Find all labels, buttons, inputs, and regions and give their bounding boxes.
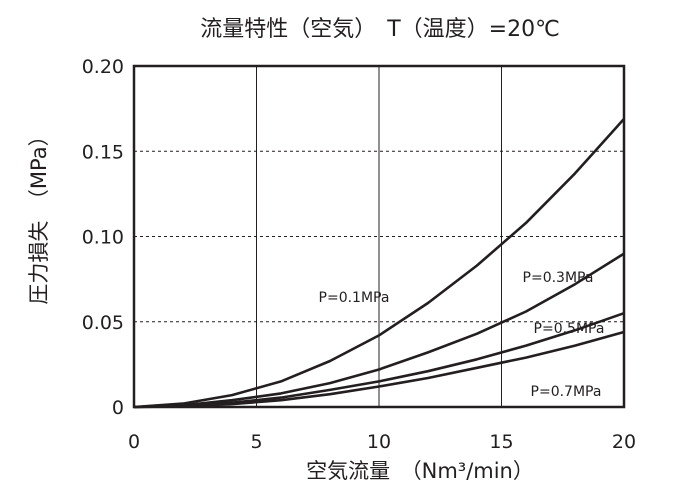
series-lines — [133, 118, 625, 409]
tick-labels: 0 5 10 15 20 0 0.05 0.10 0.15 0.20 — [82, 56, 636, 453]
y-tick-label: 0.10 — [82, 227, 124, 249]
series-label-4: P=0.7MPa — [531, 384, 602, 400]
y-tick-label: 0.15 — [82, 141, 124, 163]
x-tick-label: 15 — [489, 431, 513, 453]
y-tick-label: 0.05 — [82, 312, 124, 334]
x-tick-label: 0 — [128, 431, 140, 453]
x-tick-label: 5 — [250, 431, 262, 453]
series-line-2 — [133, 252, 625, 409]
y-axis-label: 圧力損失 （MPa） — [27, 125, 51, 304]
x-tick-label: 20 — [612, 431, 636, 453]
series-labels: P=0.1MPa P=0.3MPa P=0.5MPa P=0.7MPa — [319, 270, 605, 400]
y-tick-label: 0 — [112, 397, 124, 419]
grid-lines — [134, 66, 624, 407]
y-tick-label: 0.20 — [82, 56, 124, 78]
series-line-4 — [133, 330, 625, 409]
series-label-1: P=0.1MPa — [319, 290, 390, 306]
plot-area-frame — [132, 64, 626, 409]
series-label-3: P=0.5MPa — [534, 321, 605, 337]
series-label-2: P=0.3MPa — [523, 270, 594, 286]
x-tick-label: 10 — [367, 431, 391, 453]
chart-title: 流量特性（空気） T（温度）=20℃ — [200, 17, 560, 42]
series-line-1 — [133, 118, 625, 409]
x-axis-label: 空気流量 （Nm³/min） — [306, 459, 534, 483]
